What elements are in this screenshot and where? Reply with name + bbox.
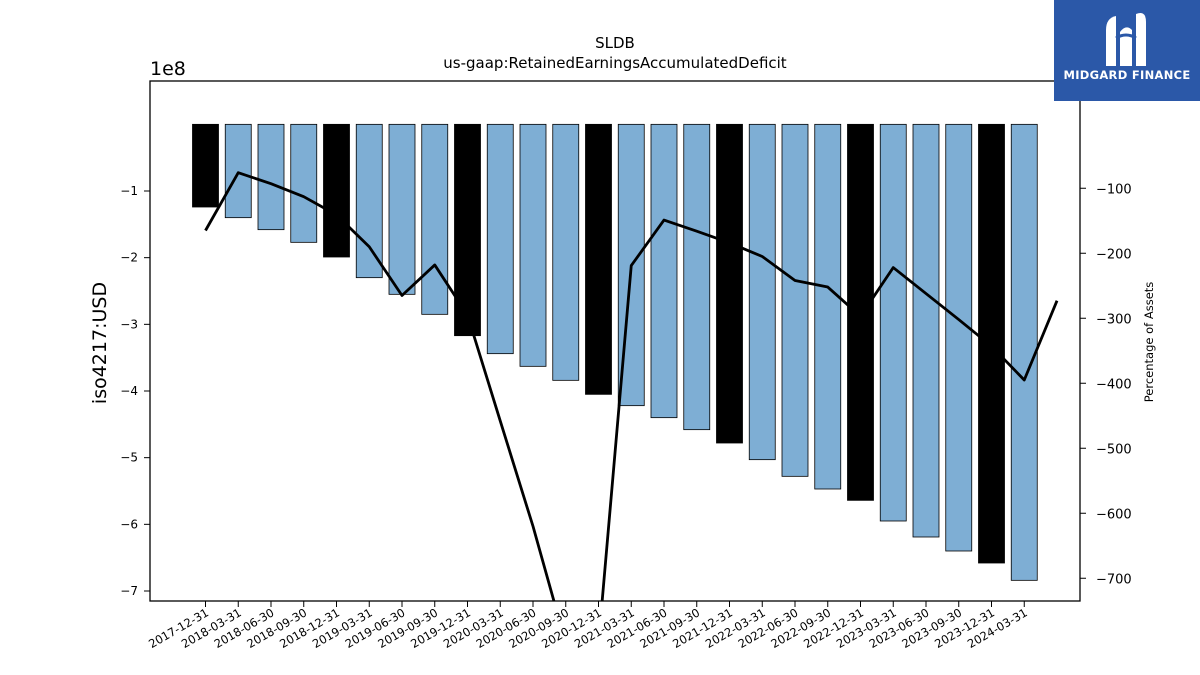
bar-2017-12-31 xyxy=(192,123,219,208)
y2-tick-label: −500 xyxy=(1096,442,1132,457)
bars-layer xyxy=(192,123,1038,581)
bar-2021-12-31 xyxy=(716,123,743,444)
bar-2018-12-31 xyxy=(323,123,350,258)
y-tick-label: −1 xyxy=(120,184,138,198)
brand-name: MIDGARD FINANCE xyxy=(1063,68,1191,82)
bar-2020-03-31 xyxy=(486,123,514,355)
y-tick-label: −6 xyxy=(120,517,138,531)
brand-logo: MIDGARD FINANCE xyxy=(1054,0,1200,101)
bar-2020-06-30 xyxy=(519,123,547,367)
bar-2018-03-31 xyxy=(224,123,252,219)
bar-2019-12-31 xyxy=(454,123,481,337)
series-line xyxy=(204,171,1059,601)
y-tick-label: −7 xyxy=(120,584,138,598)
y-axis-right: −100 −200 −300 −400 −500 −600 −700 xyxy=(1080,182,1132,587)
y2-tick-label: −700 xyxy=(1096,572,1132,587)
chart-title: SLDB xyxy=(595,34,635,52)
chart-subtitle: us-gaap:RetainedEarningsAccumulatedDefic… xyxy=(443,54,787,72)
bar-2018-09-30 xyxy=(290,123,318,243)
y2-axis-label: Percentage of Assets xyxy=(1142,282,1156,403)
bar-2019-09-30 xyxy=(421,123,449,315)
y-tick-label: −3 xyxy=(120,317,138,331)
y-tick-label: −4 xyxy=(120,384,138,398)
x-axis: 2017-12-312018-03-312018-06-302018-09-30… xyxy=(146,601,1030,651)
bar-2022-03-31 xyxy=(748,123,776,461)
y2-tick-label: −400 xyxy=(1096,377,1132,392)
y2-tick-label: −600 xyxy=(1096,507,1132,522)
y-axis-left: −1 −2 −3 −4 −5 −6 −7 xyxy=(120,184,150,598)
plot-frame xyxy=(149,80,1081,602)
y-axis-label: iso4217:USD xyxy=(89,282,111,404)
bar-2023-03-31 xyxy=(879,123,907,522)
bar-2021-06-30 xyxy=(650,123,678,419)
midgard-logo-icon xyxy=(1106,13,1146,66)
bar-2022-09-30 xyxy=(814,123,842,490)
y-offset-label: 1e8 xyxy=(150,58,186,80)
bar-2022-12-31 xyxy=(847,123,874,501)
bar-2021-09-30 xyxy=(683,123,711,431)
bar-2024-03-31 xyxy=(1010,123,1038,581)
y2-tick-label: −300 xyxy=(1096,312,1132,327)
bar-2023-06-30 xyxy=(912,123,940,538)
bar-2023-12-31 xyxy=(978,123,1005,564)
bar-2020-09-30 xyxy=(552,123,580,381)
bar-2022-06-30 xyxy=(781,123,809,477)
bar-2018-06-30 xyxy=(257,123,285,231)
bar-2019-06-30 xyxy=(388,123,416,295)
y-tick-label: −2 xyxy=(120,251,138,265)
y2-tick-label: −100 xyxy=(1096,182,1132,197)
y2-tick-label: −200 xyxy=(1096,247,1132,262)
bar-2019-03-31 xyxy=(355,123,383,279)
line-layer xyxy=(204,171,1059,601)
bar-2023-09-30 xyxy=(945,123,973,552)
bar-2020-12-31 xyxy=(585,123,612,395)
y-tick-label: −5 xyxy=(120,451,138,465)
